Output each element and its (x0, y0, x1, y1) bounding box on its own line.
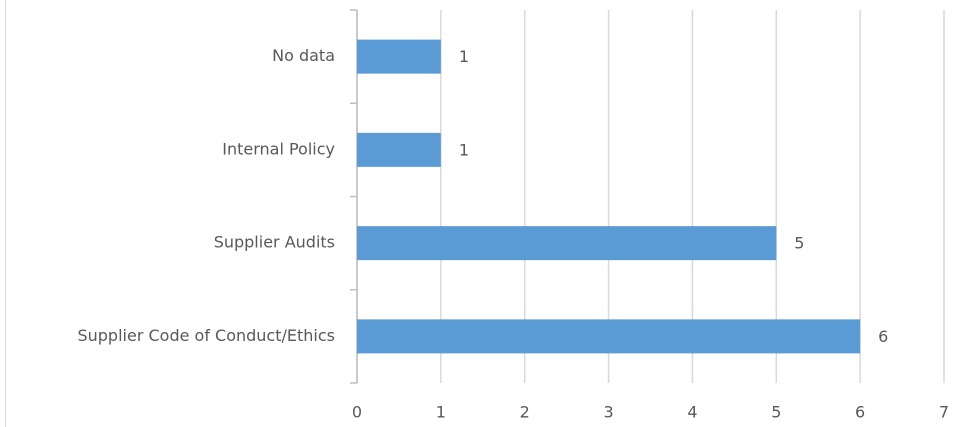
data-label: 6 (878, 327, 888, 346)
x-tick-label: 7 (939, 403, 949, 422)
bar (357, 39, 441, 74)
data-label: 1 (459, 47, 469, 66)
bar (357, 319, 861, 354)
x-tick-label: 5 (771, 403, 781, 422)
data-label: 5 (794, 234, 804, 253)
x-tick-label: 6 (855, 403, 865, 422)
bar (357, 132, 441, 167)
data-label: 1 (459, 140, 469, 159)
bar (357, 226, 777, 261)
y-tick-label: Supplier Audits (214, 233, 335, 252)
x-tick-label: 0 (352, 403, 362, 422)
x-tick-label: 1 (436, 403, 446, 422)
y-tick-label: No data (272, 46, 335, 65)
x-tick-label: 4 (687, 403, 697, 422)
x-tick-label: 2 (520, 403, 530, 422)
x-tick-label: 3 (603, 403, 613, 422)
y-tick-label: Supplier Code of Conduct/Ethics (77, 326, 335, 345)
y-tick-label: Internal Policy (222, 139, 335, 158)
